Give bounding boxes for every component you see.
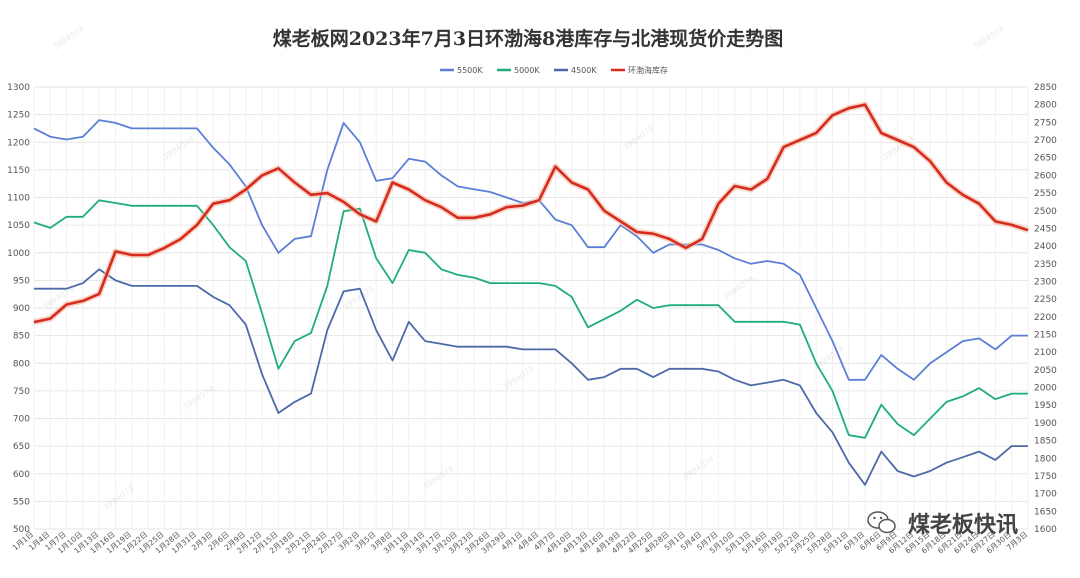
left-tick-label: 550 xyxy=(13,497,30,507)
legend-label: 4500K xyxy=(571,66,597,75)
right-tick-label: 1700 xyxy=(1034,490,1057,500)
left-tick-label: 1000 xyxy=(7,249,30,259)
right-tick-label: 2300 xyxy=(1034,277,1057,287)
right-tick-label: 1750 xyxy=(1034,472,1057,482)
right-tick-label: 2200 xyxy=(1034,313,1057,323)
left-tick-label: 650 xyxy=(13,442,30,452)
left-tick-label: 1300 xyxy=(7,83,30,93)
right-tick-label: 2450 xyxy=(1034,224,1057,234)
right-tick-label: 2600 xyxy=(1034,171,1057,181)
right-tick-label: 2350 xyxy=(1034,260,1057,270)
left-tick-label: 850 xyxy=(13,332,30,342)
legend-label: 5500K xyxy=(457,66,483,75)
legend: 5500K 5000K 4500K 环渤海库存 xyxy=(440,65,668,75)
brand-watermark-text: 煤老板快讯 xyxy=(908,512,1018,538)
chart-title: 煤老板网2023年7月3日环渤海8港库存与北港现货价走势图 xyxy=(273,27,784,50)
right-tick-label: 1850 xyxy=(1034,437,1057,447)
right-tick-label: 1650 xyxy=(1034,507,1057,517)
left-tick-label: 900 xyxy=(13,304,30,314)
right-tick-label: 2700 xyxy=(1034,136,1057,146)
right-tick-label: 1800 xyxy=(1034,454,1057,464)
left-tick-label: 1100 xyxy=(7,194,30,204)
series-line-1 xyxy=(33,199,1028,439)
right-tick-label: 2750 xyxy=(1034,118,1057,128)
right-tick-label: 1950 xyxy=(1034,401,1057,411)
right-tick-label: 2650 xyxy=(1034,154,1057,164)
right-tick-label: 2150 xyxy=(1034,331,1057,341)
brand-watermark: 煤老板快讯 xyxy=(867,511,1018,538)
left-tick-label: 800 xyxy=(13,359,30,369)
right-tick-label: 2850 xyxy=(1034,83,1057,93)
left-tick-label: 1150 xyxy=(7,166,30,176)
legend-label: 环渤海库存 xyxy=(628,65,668,75)
right-y-axis: 1600 1650 1700 1750 1800 1850 1900 1950 2000 2050… xyxy=(1034,83,1057,535)
right-tick-label: 2250 xyxy=(1034,295,1057,305)
left-tick-label: 600 xyxy=(13,470,30,480)
right-tick-label: 1600 xyxy=(1034,525,1057,535)
right-tick-label: 2550 xyxy=(1034,189,1057,199)
right-tick-label: 2050 xyxy=(1034,366,1057,376)
left-tick-label: 1050 xyxy=(7,221,30,231)
left-tick-label: 750 xyxy=(13,387,30,397)
left-tick-label: 1250 xyxy=(7,111,30,121)
right-tick-label: 2400 xyxy=(1034,242,1057,252)
left-tick-label: 950 xyxy=(13,276,30,286)
series-line-3 xyxy=(33,103,1029,324)
left-y-axis: 500 550 600 650 700 750 800 850 900 950 1000 1050 11… xyxy=(7,83,30,535)
right-tick-label: 2800 xyxy=(1034,101,1057,111)
series-lines xyxy=(33,101,1029,486)
left-tick-label: 1200 xyxy=(7,138,30,148)
wechat-logo-icon xyxy=(867,511,896,534)
right-tick-label: 2000 xyxy=(1034,384,1057,394)
right-tick-label: 2100 xyxy=(1034,348,1057,358)
left-tick-label: 500 xyxy=(13,525,30,535)
series-line-2 xyxy=(34,268,1028,486)
right-tick-label: 1900 xyxy=(1034,419,1057,429)
gridlines xyxy=(33,86,1029,530)
right-tick-label: 2500 xyxy=(1034,207,1057,217)
left-tick-label: 700 xyxy=(13,415,30,425)
legend-label: 5000K xyxy=(514,66,540,75)
